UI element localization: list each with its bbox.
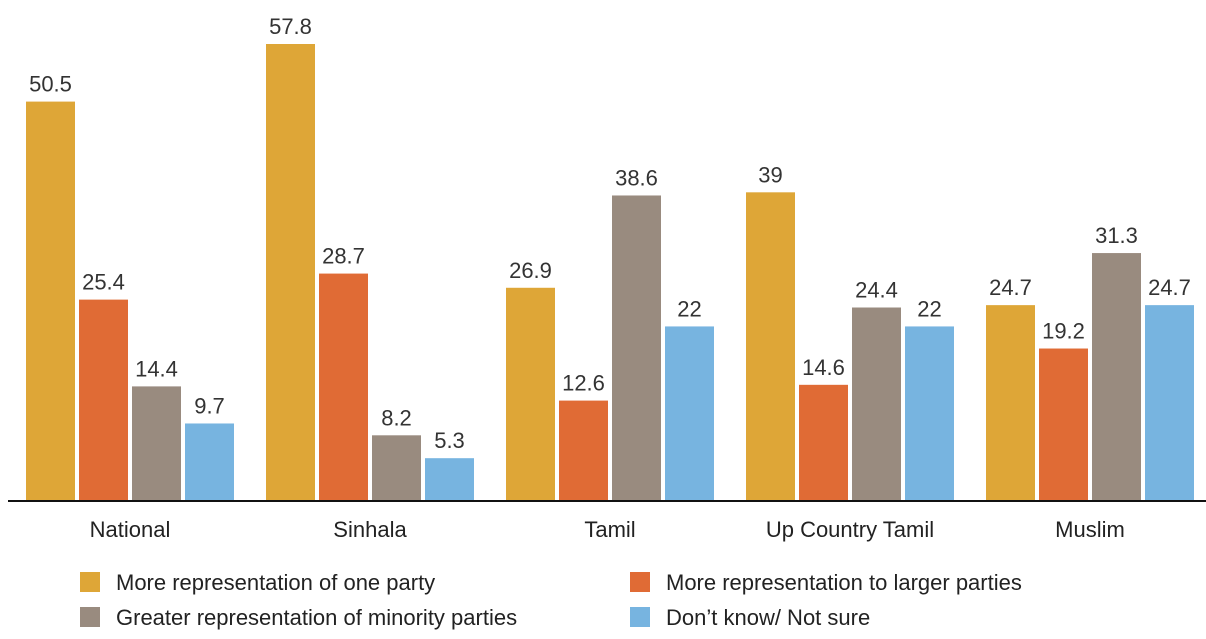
category-label: Up Country Tamil xyxy=(766,517,934,542)
legend-swatch xyxy=(630,607,650,627)
bar-value-label: 14.6 xyxy=(802,355,845,380)
legend-swatch xyxy=(80,607,100,627)
legend-swatch xyxy=(80,572,100,592)
bar-value-label: 26.9 xyxy=(509,258,552,283)
legend: More representation of one party More rep… xyxy=(80,570,1022,630)
bar-value-label: 57.8 xyxy=(269,14,312,39)
category-label: Sinhala xyxy=(333,517,407,542)
bar-value-label: 25.4 xyxy=(82,270,125,295)
bar xyxy=(425,458,474,500)
bar-value-label: 22 xyxy=(917,296,941,321)
bar xyxy=(319,273,368,500)
bar xyxy=(372,435,421,500)
bar xyxy=(185,423,234,500)
bar xyxy=(26,101,75,500)
category-label: National xyxy=(90,517,171,542)
bar xyxy=(559,400,608,500)
bar xyxy=(1039,348,1088,500)
category-labels-group: National Sinhala Tamil Up Country Tamil Musl… xyxy=(90,517,1125,542)
bar xyxy=(132,386,181,500)
bar-value-label: 14.4 xyxy=(135,356,178,381)
bar xyxy=(852,307,901,500)
bar xyxy=(506,287,555,500)
bar-value-label: 24.7 xyxy=(989,275,1032,300)
category-label: Muslim xyxy=(1055,517,1125,542)
bar-value-label: 28.7 xyxy=(322,244,365,269)
legend-label: Don’t know/ Not sure xyxy=(666,605,870,630)
bar-value-label: 39 xyxy=(758,162,782,187)
legend-label: More representation to larger parties xyxy=(666,570,1022,595)
bar-value-label: 5.3 xyxy=(434,428,465,453)
bar xyxy=(79,299,128,500)
bar xyxy=(612,195,661,500)
bar-value-label: 50.5 xyxy=(29,72,72,97)
bar xyxy=(799,384,848,500)
bar xyxy=(746,192,795,500)
bar-value-label: 22 xyxy=(677,296,701,321)
legend-label: Greater representation of minority parti… xyxy=(116,605,517,630)
bar-value-label: 24.7 xyxy=(1148,275,1191,300)
bar-value-label: 31.3 xyxy=(1095,223,1138,248)
value-labels-group: 50.5 25.4 14.4 9.7 57.8 28.7 8.2 5.3 26.9 12.6 38.… xyxy=(29,14,1191,453)
bar-value-label: 19.2 xyxy=(1042,319,1085,344)
category-label: Tamil xyxy=(584,517,635,542)
bar-value-label: 38.6 xyxy=(615,165,658,190)
bars-group xyxy=(26,44,1194,500)
bar xyxy=(665,326,714,500)
bar xyxy=(266,44,315,500)
bar xyxy=(905,326,954,500)
bar xyxy=(1092,253,1141,500)
bar-value-label: 9.7 xyxy=(194,393,225,418)
bar-value-label: 24.4 xyxy=(855,278,898,303)
bar xyxy=(986,305,1035,500)
legend-swatch xyxy=(630,572,650,592)
bar-value-label: 8.2 xyxy=(381,405,412,430)
legend-label: More representation of one party xyxy=(116,570,435,595)
bar xyxy=(1145,305,1194,500)
bar-value-label: 12.6 xyxy=(562,371,605,396)
